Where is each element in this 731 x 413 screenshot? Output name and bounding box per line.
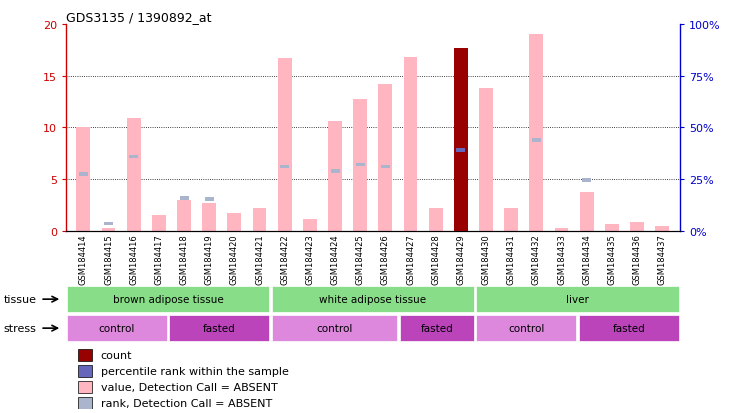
Bar xyxy=(479,89,493,231)
Text: GSM184433: GSM184433 xyxy=(557,234,566,285)
Text: GSM184432: GSM184432 xyxy=(532,234,541,285)
Bar xyxy=(180,197,189,200)
Bar xyxy=(77,128,91,231)
Text: control: control xyxy=(317,323,352,333)
Bar xyxy=(253,209,267,231)
Text: rank, Detection Call = ABSENT: rank, Detection Call = ABSENT xyxy=(101,398,272,408)
Bar xyxy=(205,197,213,201)
Text: stress: stress xyxy=(4,323,37,333)
Bar xyxy=(477,287,678,312)
Text: GSM184416: GSM184416 xyxy=(129,234,138,285)
Bar xyxy=(477,316,576,341)
Bar xyxy=(605,224,619,231)
Text: GSM184435: GSM184435 xyxy=(607,234,616,285)
Text: GSM184430: GSM184430 xyxy=(482,234,491,285)
Text: GSM184419: GSM184419 xyxy=(205,234,213,285)
Bar xyxy=(78,397,91,409)
Text: value, Detection Call = ABSENT: value, Detection Call = ABSENT xyxy=(101,382,278,392)
Text: white adipose tissue: white adipose tissue xyxy=(319,294,426,304)
Text: GSM184428: GSM184428 xyxy=(431,234,440,285)
Text: fasted: fasted xyxy=(613,323,645,333)
Bar xyxy=(272,287,474,312)
Text: liver: liver xyxy=(566,294,589,304)
Bar xyxy=(303,220,317,231)
Bar xyxy=(630,222,644,231)
Bar xyxy=(67,316,167,341)
Bar xyxy=(278,59,292,231)
Text: GSM184434: GSM184434 xyxy=(582,234,591,285)
Text: GSM184414: GSM184414 xyxy=(79,234,88,285)
Text: tissue: tissue xyxy=(4,294,37,304)
Text: control: control xyxy=(99,323,135,333)
Bar xyxy=(404,58,417,231)
Bar xyxy=(280,166,289,169)
Bar xyxy=(429,209,443,231)
Text: GDS3135 / 1390892_at: GDS3135 / 1390892_at xyxy=(66,11,211,24)
Text: GSM184424: GSM184424 xyxy=(330,234,340,285)
Text: GSM184427: GSM184427 xyxy=(406,234,415,285)
Bar xyxy=(379,85,393,231)
Bar xyxy=(582,179,591,183)
Bar xyxy=(353,100,367,231)
Bar xyxy=(177,200,191,231)
Bar xyxy=(170,316,269,341)
Bar xyxy=(102,228,115,231)
Bar xyxy=(532,139,541,142)
Text: fasted: fasted xyxy=(420,323,453,333)
Bar xyxy=(78,349,91,361)
Text: GSM184437: GSM184437 xyxy=(658,234,667,285)
Bar xyxy=(328,122,342,231)
Text: GSM184418: GSM184418 xyxy=(180,234,189,285)
Bar xyxy=(78,381,91,393)
Bar xyxy=(202,204,216,231)
Text: GSM184431: GSM184431 xyxy=(507,234,516,285)
Text: GSM184436: GSM184436 xyxy=(632,234,642,285)
Bar xyxy=(67,287,269,312)
Text: percentile rank within the sample: percentile rank within the sample xyxy=(101,366,289,376)
Text: count: count xyxy=(101,350,132,360)
Text: control: control xyxy=(508,323,545,333)
Text: brown adipose tissue: brown adipose tissue xyxy=(113,294,224,304)
Bar xyxy=(78,365,91,377)
Text: GSM184420: GSM184420 xyxy=(230,234,239,285)
Text: GSM184425: GSM184425 xyxy=(356,234,365,285)
Bar xyxy=(529,35,543,231)
Bar xyxy=(129,155,138,159)
Bar xyxy=(504,209,518,231)
Bar xyxy=(104,222,113,226)
Bar xyxy=(454,49,468,231)
Text: GSM184429: GSM184429 xyxy=(456,234,466,285)
Text: GSM184415: GSM184415 xyxy=(104,234,113,285)
Bar xyxy=(227,214,241,231)
Bar xyxy=(356,164,365,167)
Bar xyxy=(655,226,669,231)
Text: GSM184422: GSM184422 xyxy=(280,234,289,285)
Bar xyxy=(400,316,474,341)
Bar xyxy=(456,149,466,152)
Text: fasted: fasted xyxy=(203,323,235,333)
Bar xyxy=(152,216,166,231)
Bar xyxy=(555,228,569,231)
Text: GSM184423: GSM184423 xyxy=(306,234,314,285)
Text: GSM184417: GSM184417 xyxy=(154,234,164,285)
Bar xyxy=(79,173,88,176)
Bar xyxy=(272,316,397,341)
Text: GSM184426: GSM184426 xyxy=(381,234,390,285)
Bar xyxy=(580,192,594,231)
Bar xyxy=(579,316,678,341)
Bar xyxy=(330,170,340,173)
Bar xyxy=(381,166,390,169)
Bar xyxy=(126,119,140,231)
Text: GSM184421: GSM184421 xyxy=(255,234,264,285)
